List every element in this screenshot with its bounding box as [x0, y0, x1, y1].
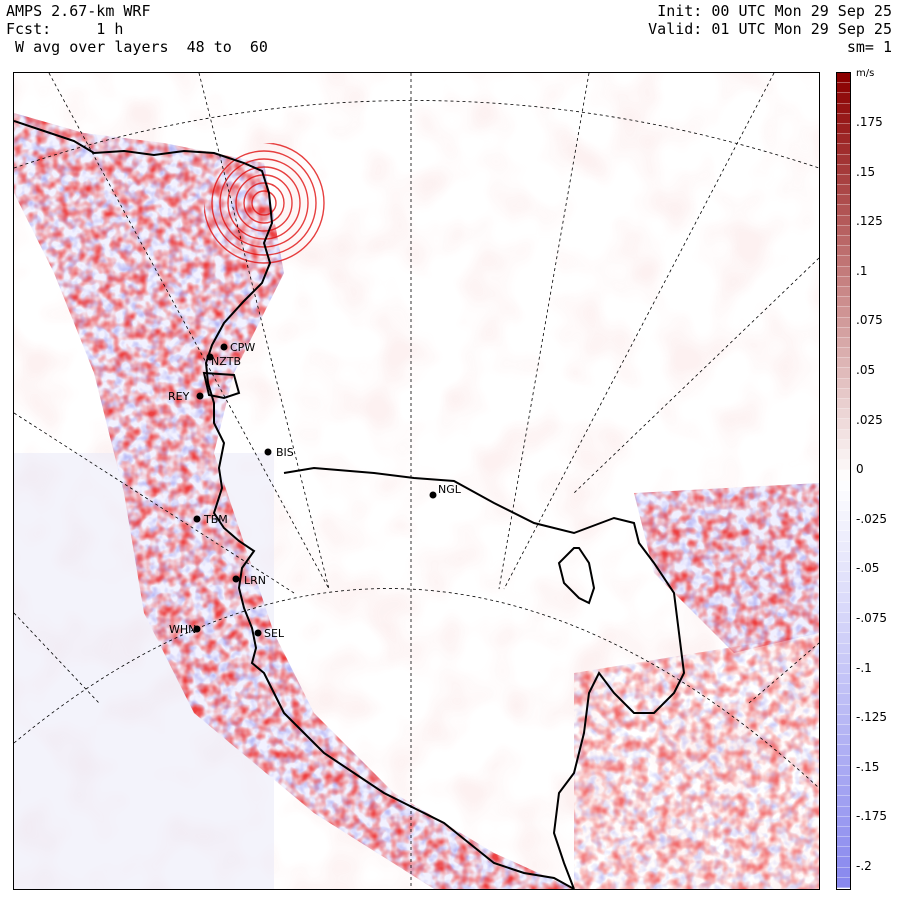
station-cpw[interactable]: CPW	[220, 341, 256, 354]
inner-coastline	[557, 547, 596, 605]
field-description: W avg over layers 48 to 60	[6, 38, 268, 56]
model-title: AMPS 2.67-km WRF	[6, 2, 151, 20]
colorbar-tick-label: -.125	[856, 710, 888, 725]
forecast-hour: Fcst: 1 h	[6, 20, 124, 38]
colorbar-tick-label: 0	[856, 462, 864, 477]
svg-text:BIS: BIS	[276, 446, 294, 459]
ice-shelf-boundary	[283, 466, 686, 889]
colorbar-tick-label: .175	[856, 115, 883, 129]
svg-text:WHN: WHN	[169, 623, 196, 636]
colorbar-tick-label: -.15	[856, 759, 880, 774]
station-lrn[interactable]: LRN	[232, 574, 267, 587]
colorbar-tick-label: -.075	[856, 611, 888, 625]
colorbar-unit: m/s	[856, 68, 875, 79]
valid-time: Valid: 01 UTC Mon 29 Sep 25	[648, 20, 892, 38]
map-svg: CPW NZTB REY BIS NGL TBM LRN WHN SEL	[14, 73, 819, 889]
smoothing-label: sm= 1	[846, 38, 892, 56]
svg-text:LRN: LRN	[244, 574, 266, 587]
colorbar-tick-label: .025	[856, 412, 883, 427]
colorbar-tick-label: .1	[856, 263, 868, 278]
colorbar-tick-label: -.025	[856, 511, 888, 526]
svg-text:REY: REY	[168, 390, 190, 403]
colorbar-tick-label: -.175	[856, 809, 888, 824]
colorbar-tick-label: .075	[856, 313, 883, 328]
map-panel: CPW NZTB REY BIS NGL TBM LRN WHN SEL	[13, 72, 820, 890]
colorbar-tick-label: .15	[856, 164, 876, 179]
colorbar-tick-label: -.2	[856, 859, 872, 873]
station-nztb[interactable]: NZTB	[206, 353, 242, 369]
header-left: AMPS 2.67-km WRF Fcst: 1 h W avg over lay…	[6, 2, 268, 56]
colorbar	[836, 72, 851, 890]
wave-rings	[204, 143, 325, 264]
colorbar-tick-label: .125	[856, 214, 883, 229]
graticule	[14, 73, 819, 889]
coastline	[14, 120, 575, 889]
island-outline	[202, 371, 241, 400]
station-whn[interactable]: WHN	[169, 623, 201, 636]
station-bis[interactable]: BIS	[264, 446, 294, 459]
station-markers: CPW NZTB REY BIS NGL TBM LRN WHN SEL	[168, 341, 462, 640]
colorbar-tick-label: -.05	[856, 561, 880, 576]
station-ngl[interactable]: NGL	[429, 483, 462, 499]
southeast-w-field	[574, 633, 819, 889]
colorbar-tick-label: .05	[856, 363, 876, 377]
station-sel[interactable]: SEL	[254, 627, 285, 640]
svg-text:CPW: CPW	[230, 341, 255, 354]
station-tbm[interactable]: TBM	[193, 513, 228, 526]
init-time: Init: 00 UTC Mon 29 Sep 25	[657, 2, 892, 20]
svg-text:SEL: SEL	[264, 627, 285, 640]
svg-text:NZTB: NZTB	[211, 355, 241, 368]
svg-text:TBM: TBM	[203, 513, 228, 526]
colorbar-tick-label: -.1	[856, 660, 872, 675]
svg-text:NGL: NGL	[438, 483, 462, 496]
header-right: Init: 00 UTC Mon 29 Sep 25 Valid: 01 UTC …	[648, 2, 892, 56]
station-rey[interactable]: REY	[168, 390, 204, 403]
